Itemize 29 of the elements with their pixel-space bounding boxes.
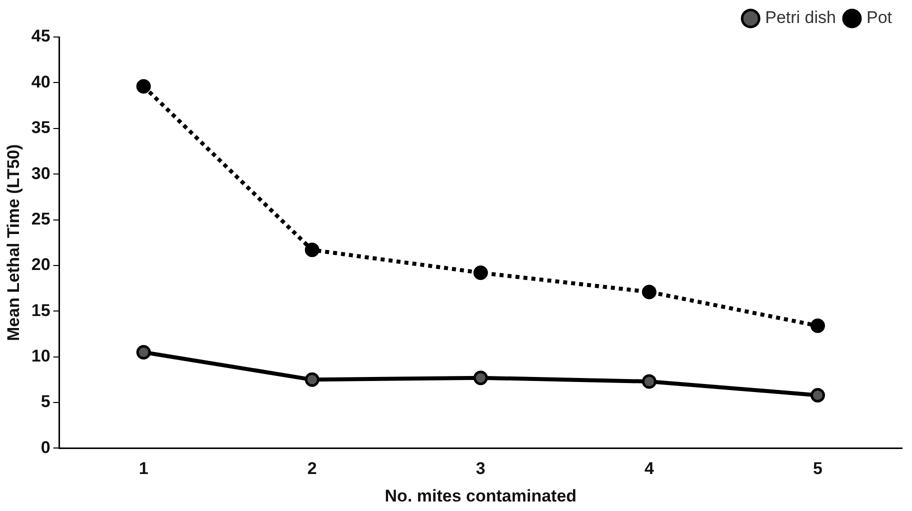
y-tick-label: 20 — [31, 255, 50, 274]
point — [304, 242, 320, 258]
y-tick-label: 0 — [40, 438, 50, 457]
point — [473, 370, 488, 386]
legend-label: Pot — [866, 8, 892, 28]
x-tick-label: 5 — [812, 459, 822, 478]
point — [136, 345, 151, 360]
y-tick-label: 35 — [31, 118, 50, 138]
x-tick-label: 1 — [138, 459, 148, 478]
y-tick-label: 30 — [31, 164, 50, 183]
y-axis-title: Mean Lethal Time (LT50) — [4, 144, 23, 341]
y-tick-label: 45 — [31, 26, 50, 46]
point — [642, 374, 656, 389]
y-tick-label: 40 — [31, 72, 50, 92]
point — [473, 266, 488, 280]
point — [304, 372, 320, 387]
x-tick-label: 3 — [476, 459, 486, 478]
x-tick-label: 2 — [307, 459, 317, 478]
legend-label: Petri dish — [765, 8, 836, 28]
x-axis-title: No. mites contaminated — [384, 486, 577, 506]
y-tick-label: 10 — [31, 346, 50, 366]
x-tick-label: 4 — [644, 459, 654, 478]
y-tick-label: 25 — [31, 209, 50, 228]
y-tick-label: 5 — [40, 392, 50, 412]
point — [136, 79, 151, 94]
point — [810, 388, 825, 402]
y-tick-label: 15 — [31, 300, 50, 320]
point — [642, 284, 656, 300]
point — [810, 318, 825, 334]
